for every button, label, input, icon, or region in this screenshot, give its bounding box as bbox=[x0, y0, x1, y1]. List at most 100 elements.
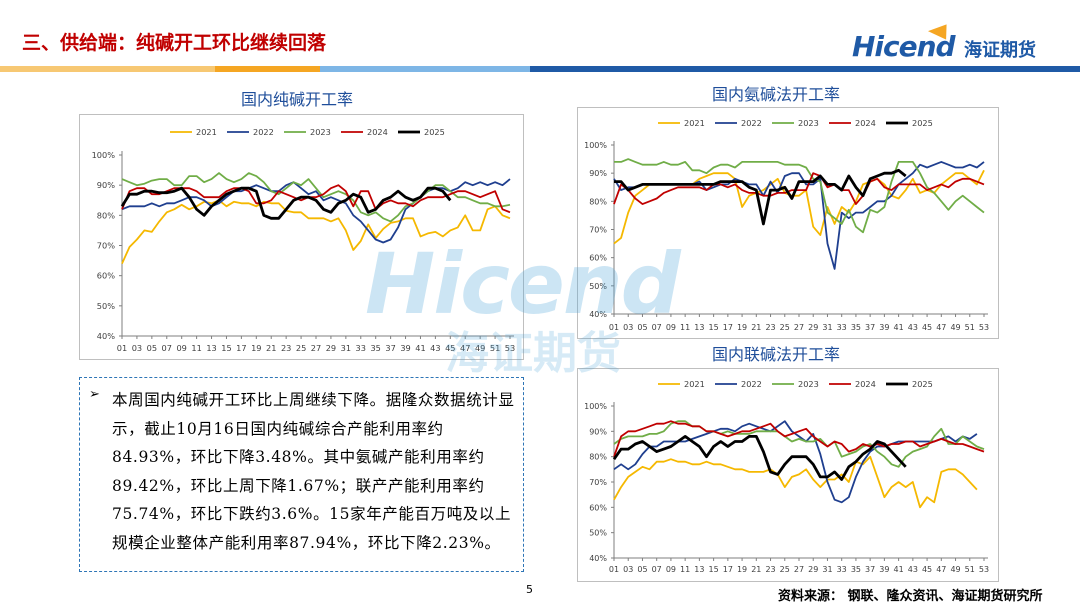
chart-title-ammonia: 国内氨碱法开工率 bbox=[712, 85, 841, 104]
series-line-2022 bbox=[121, 178, 511, 244]
series-line-2023 bbox=[121, 172, 511, 223]
x-tick-label: 15 bbox=[709, 565, 719, 574]
chart-ammonia-panel: 40% 50% 60% 70% 80% 90% 100% 01 03 05 07 09 11 13 15 17… bbox=[577, 107, 999, 339]
legend-label: 2022 bbox=[741, 379, 762, 389]
chart-soda: 40% 50% 60% 70% 80% 90% 100% 01 03 05 07 09 11 13 15 17… bbox=[92, 127, 516, 353]
y-tick-label: 50% bbox=[589, 282, 607, 291]
x-tick-label: 11 bbox=[191, 343, 201, 353]
x-tick-label: 19 bbox=[251, 343, 261, 353]
legend-label: 2024 bbox=[855, 118, 876, 128]
x-tick-label: 41 bbox=[894, 565, 904, 574]
x-tick-label: 49 bbox=[950, 323, 960, 332]
x-tick-label: 23 bbox=[765, 565, 775, 574]
x-tick-label: 37 bbox=[865, 323, 875, 332]
x-tick-label: 35 bbox=[851, 565, 861, 574]
x-tick-label: 39 bbox=[879, 323, 889, 332]
x-tick-label: 33 bbox=[837, 323, 847, 332]
x-tick-label: 39 bbox=[400, 343, 410, 353]
x-tick-label: 13 bbox=[694, 323, 704, 332]
page-title: 三、供给端：纯碱开工环比继续回落 bbox=[22, 32, 327, 54]
page-number: 5 bbox=[526, 583, 533, 596]
x-tick-label: 35 bbox=[851, 323, 861, 332]
series-line-2025 bbox=[120, 186, 452, 220]
series-line-2025 bbox=[612, 435, 907, 481]
y-tick-label: 90% bbox=[97, 180, 115, 190]
summary-text: 本周国内纯碱开工环比上周继续下降。据隆众数据统计显示，截止10月16日国内纯碱综… bbox=[112, 391, 515, 552]
x-tick-label: 25 bbox=[780, 565, 790, 574]
logo-wordmark: Hicend bbox=[852, 30, 956, 63]
x-tick-label: 29 bbox=[808, 565, 818, 574]
chart-joint: 40% 50% 60% 70% 80% 90% 100% 01 03 05 07 09 11 13 15 17… bbox=[584, 379, 989, 574]
x-tick-label: 23 bbox=[281, 343, 291, 353]
legend-label: 2025 bbox=[912, 379, 933, 389]
x-tick-label: 09 bbox=[176, 343, 186, 353]
x-tick-label: 27 bbox=[794, 323, 804, 332]
x-tick-label: 47 bbox=[936, 565, 946, 574]
x-tick-label: 21 bbox=[266, 343, 276, 353]
y-tick-label: 40% bbox=[589, 310, 607, 319]
y-tick-label: 80% bbox=[589, 197, 607, 206]
x-tick-label: 01 bbox=[117, 343, 127, 353]
x-tick-label: 31 bbox=[822, 323, 832, 332]
x-tick-label: 43 bbox=[908, 323, 918, 332]
x-tick-label: 27 bbox=[311, 343, 321, 353]
x-tick-label: 29 bbox=[326, 343, 336, 353]
y-tick-label: 60% bbox=[589, 254, 607, 263]
x-tick-label: 25 bbox=[780, 323, 790, 332]
x-tick-label: 19 bbox=[737, 565, 747, 574]
legend-label: 2021 bbox=[684, 379, 705, 389]
x-tick-label: 45 bbox=[445, 343, 455, 353]
x-tick-label: 43 bbox=[430, 343, 440, 353]
legend-label: 2021 bbox=[196, 127, 217, 137]
series-line-2025 bbox=[614, 168, 907, 226]
header-stripe bbox=[0, 66, 1080, 72]
x-tick-label: 41 bbox=[894, 323, 904, 332]
x-tick-label: 05 bbox=[637, 565, 647, 574]
x-tick-label: 41 bbox=[415, 343, 425, 353]
x-tick-label: 19 bbox=[737, 323, 747, 332]
x-tick-label: 03 bbox=[623, 565, 633, 574]
x-tick-label: 17 bbox=[723, 323, 733, 332]
x-tick-label: 07 bbox=[652, 565, 662, 574]
chart-joint-panel: 40% 50% 60% 70% 80% 90% 100% 01 03 05 07 09 11 13 15 17… bbox=[577, 368, 999, 582]
chart-soda-panel: 40% 50% 60% 70% 80% 90% 100% 01 03 05 07 09 11 13 15 17… bbox=[79, 114, 524, 360]
legend-label: 2022 bbox=[741, 118, 762, 128]
x-tick-label: 49 bbox=[950, 565, 960, 574]
x-tick-label: 39 bbox=[879, 565, 889, 574]
x-tick-label: 03 bbox=[623, 323, 633, 332]
x-tick-label: 09 bbox=[666, 565, 676, 574]
y-tick-label: 40% bbox=[97, 331, 115, 341]
series-line-2021 bbox=[121, 199, 511, 264]
arrow-bullet-icon: ➢ bbox=[89, 387, 100, 402]
x-tick-label: 15 bbox=[709, 323, 719, 332]
y-tick-label: 60% bbox=[97, 271, 115, 281]
summary-box: ➢ 本周国内纯碱开工环比上周继续下降。据隆众数据统计显示，截止10月16日国内纯… bbox=[79, 377, 524, 572]
x-tick-label: 43 bbox=[908, 565, 918, 574]
y-tick-label: 80% bbox=[589, 453, 607, 462]
x-tick-label: 37 bbox=[865, 565, 875, 574]
y-tick-label: 80% bbox=[97, 210, 115, 220]
legend-label: 2022 bbox=[253, 127, 274, 137]
y-tick-label: 60% bbox=[589, 503, 607, 512]
x-tick-label: 11 bbox=[680, 565, 690, 574]
chart-ammonia: 40% 50% 60% 70% 80% 90% 100% 01 03 05 07 09 11 13 15 17… bbox=[584, 118, 989, 332]
x-tick-label: 17 bbox=[723, 565, 733, 574]
y-tick-label: 70% bbox=[589, 226, 607, 235]
x-tick-label: 25 bbox=[296, 343, 306, 353]
series-line-2024 bbox=[613, 172, 985, 205]
x-tick-label: 13 bbox=[694, 565, 704, 574]
logo-chinese-name: 海证期货 bbox=[964, 40, 1036, 61]
legend-label: 2023 bbox=[798, 118, 819, 128]
legend-label: 2023 bbox=[798, 379, 819, 389]
x-tick-label: 51 bbox=[965, 565, 975, 574]
y-tick-label: 40% bbox=[589, 554, 607, 563]
x-tick-label: 05 bbox=[147, 343, 157, 353]
x-tick-label: 07 bbox=[162, 343, 172, 353]
source-note: 资料来源： 钢联、隆众资讯、海证期货研究所 bbox=[778, 589, 1043, 604]
x-tick-label: 07 bbox=[652, 323, 662, 332]
legend-label: 2025 bbox=[912, 118, 933, 128]
legend-label: 2024 bbox=[855, 379, 876, 389]
x-tick-label: 53 bbox=[979, 323, 989, 332]
x-tick-label: 23 bbox=[765, 323, 775, 332]
y-tick-label: 90% bbox=[589, 427, 607, 436]
